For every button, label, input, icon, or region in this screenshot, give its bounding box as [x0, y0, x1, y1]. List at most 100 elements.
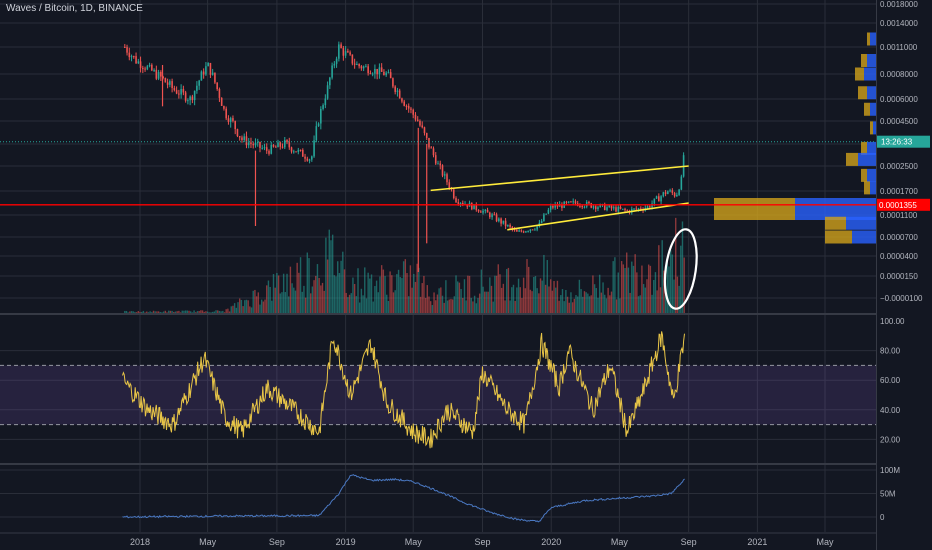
volume-bar-191 [446, 300, 449, 313]
candle-body-238 [660, 196, 662, 202]
candle-body-208 [592, 206, 595, 208]
volume-bar-208 [475, 303, 478, 313]
volume-bar-152 [380, 265, 383, 313]
candle-body-171 [509, 225, 511, 227]
volume-bar-196 [455, 275, 457, 313]
volume-bar-327 [676, 276, 679, 313]
candle-body-73 [288, 142, 291, 148]
volume-bar-309 [646, 279, 648, 313]
time-tick-label: May [611, 537, 629, 547]
volume-bar-18 [154, 311, 156, 313]
volume-bar-262 [566, 296, 569, 313]
volume-bar-246 [539, 278, 542, 313]
volume-bar-66 [235, 307, 238, 313]
volume-bar-81 [260, 299, 263, 313]
volume-bar-306 [641, 265, 643, 313]
candle-body-62 [263, 147, 266, 149]
volume-bar-22 [161, 312, 163, 313]
candle-body-83 [311, 156, 313, 160]
volume-bar-287 [609, 295, 611, 313]
candle-body-222 [624, 208, 626, 211]
candle-body-168 [502, 220, 505, 224]
volume-bar-44 [198, 310, 200, 313]
volume-bar-302 [634, 254, 636, 313]
profile-up-12 [852, 230, 876, 244]
volume-bar-136 [353, 283, 356, 313]
candle-body-47 [229, 118, 232, 122]
volume-bar-45 [200, 310, 202, 313]
candle-body-121 [396, 90, 399, 92]
volume-bar-69 [240, 299, 243, 313]
volume-bar-24 [164, 310, 167, 313]
volume-bar-76 [252, 290, 254, 313]
candle-body-233 [649, 206, 651, 208]
profile-down-9 [864, 181, 870, 195]
candle-body-106 [362, 66, 365, 69]
volume-bar-126 [337, 261, 339, 313]
volume-bar-268 [577, 296, 579, 313]
volume-bar-245 [538, 293, 540, 313]
candle-body-41 [216, 82, 218, 90]
volume-bar-291 [615, 299, 618, 313]
volume-bar-310 [647, 264, 650, 313]
volume-bar-228 [509, 300, 511, 313]
candle-body-5 [135, 56, 137, 64]
candle-body-154 [470, 202, 473, 210]
volume-bar-324 [671, 254, 674, 313]
support-tag-label: 0.0001355 [879, 201, 917, 210]
candle-body-25 [180, 88, 182, 95]
candle-body-126 [407, 105, 410, 109]
volume-bar-32 [178, 310, 180, 313]
candle-body-94 [335, 58, 338, 64]
profile-up-3 [867, 86, 876, 100]
price-axis-bg [877, 0, 932, 550]
obv-tick-label: 50M [880, 490, 896, 499]
volume-bar-165 [402, 261, 405, 313]
volume-bar-231 [514, 300, 516, 313]
volume-bar-301 [632, 265, 635, 313]
volume-bar-285 [605, 298, 608, 313]
candle-body-158 [480, 211, 482, 213]
time-tick-label: May [199, 537, 217, 547]
volume-bar-77 [254, 289, 256, 313]
volume-bar-164 [401, 278, 403, 313]
volume-bar-67 [237, 302, 239, 313]
volume-bar-62 [228, 311, 231, 313]
time-axis[interactable]: 2018 May Sep 2019 May Sep 2020 May Sep 2021 May [130, 537, 834, 547]
candle-body-92 [331, 65, 333, 78]
candle-body-95 [338, 44, 340, 59]
volume-bar-58 [222, 310, 224, 313]
volume-bar-119 [325, 237, 327, 313]
profile-up-5 [873, 121, 876, 135]
profile-up-0 [870, 32, 876, 46]
candle-body-108 [367, 66, 369, 74]
time-tick-label: 2018 [130, 537, 150, 547]
volume-bar-105 [301, 291, 303, 313]
volume-bar-297 [626, 252, 628, 313]
volume-bar-158 [391, 275, 393, 313]
grid-lines [0, 0, 876, 532]
candle-body-87 [320, 108, 322, 124]
candle-body-144 [448, 182, 451, 189]
volume-bar-65 [233, 303, 236, 313]
candle-body-198 [570, 201, 572, 203]
candle-body-210 [597, 207, 599, 210]
volume-bar-320 [664, 288, 667, 313]
volume-bar-176 [421, 283, 423, 313]
rsi-tick-label: 100.00 [880, 317, 905, 326]
volume-bar-16 [151, 312, 153, 313]
volume-bar-162 [397, 269, 400, 313]
candle-body-88 [322, 105, 324, 109]
volume-bar-124 [333, 275, 336, 313]
volume-bar-14 [147, 312, 150, 313]
volume-bar-60 [225, 309, 227, 313]
candle-body-245 [676, 194, 678, 197]
candle-body-89 [324, 98, 327, 106]
candle-body-64 [268, 150, 270, 154]
volume-bar-40 [191, 312, 194, 313]
volume-bar-299 [629, 292, 631, 313]
volume-bar-271 [582, 296, 584, 313]
price-axis[interactable]: 0.0018000 0.0014000 0.0011000 0.0008000 0.00… [877, 0, 932, 550]
